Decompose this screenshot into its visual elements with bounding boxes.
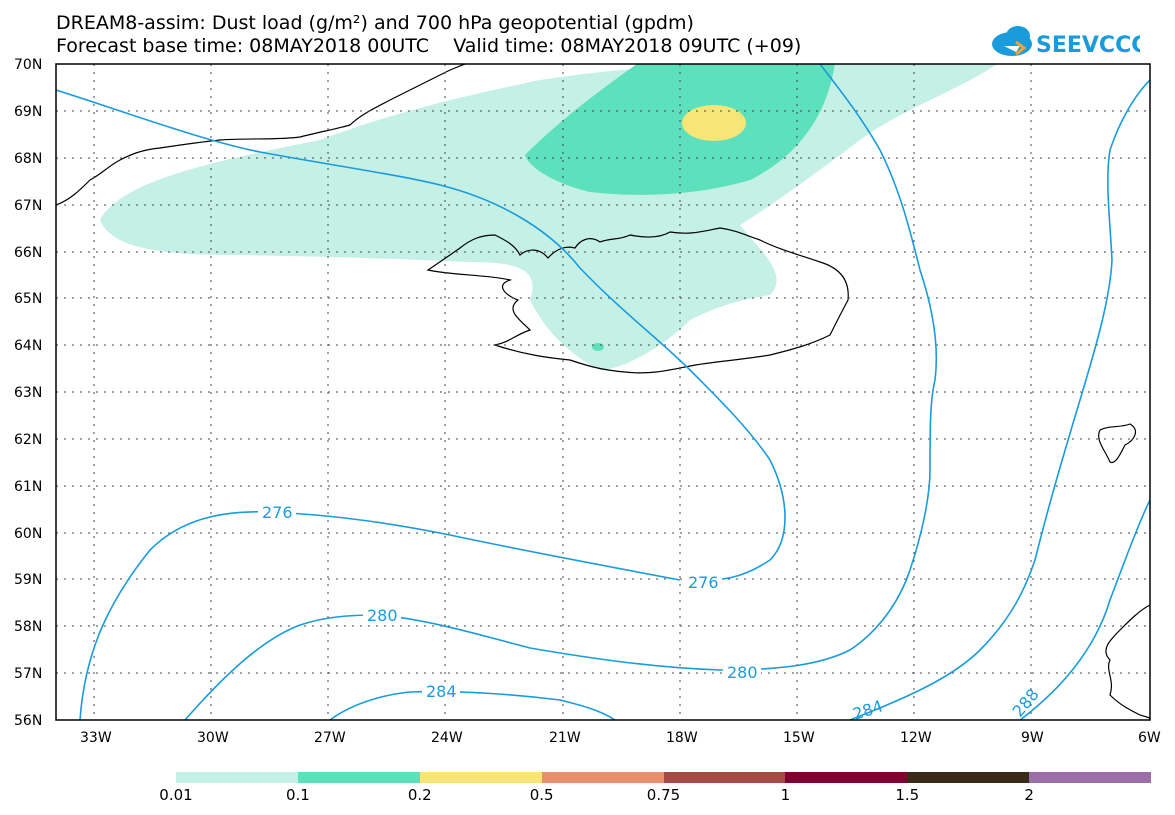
colorbar-segment [785,772,908,783]
colorbar-segment [541,772,664,783]
lat-label: 60N [14,526,42,542]
longitude-labels: 33W 30W 27W 24W 21W 18W 15W 12W 9W 6W [80,730,1161,746]
lon-label: 27W [314,730,346,746]
colorbar-label: 2 [1024,786,1034,804]
faroe-coastline [1098,423,1137,464]
lon-label: 9W [1021,730,1044,746]
lat-label: 61N [14,479,42,495]
colorbar-segment [663,772,786,783]
contour-label: 288 [1009,685,1043,721]
greenland-coastline [56,64,467,206]
lat-label: 67N [14,198,42,214]
contour-label: 276 [262,503,293,522]
colorbar-label: 1.5 [895,786,920,804]
colorbar-segment [419,772,542,783]
dust-area-0.2 [682,105,746,141]
colorbar-label: 0.5 [529,786,554,804]
lon-label: 21W [549,730,581,746]
contour-line-272 [56,89,786,581]
contour-label: 284 [426,682,457,701]
colorbar-label: 0.01 [159,786,193,804]
contour-line-288 [1019,499,1150,720]
lat-label: 57N [14,666,42,682]
lat-label: 66N [14,245,42,261]
colorbar-label: 0.1 [285,786,310,804]
lat-label: 69N [14,104,42,120]
logo-text: SEEVCCC [1036,33,1140,58]
contour-label: 280 [367,606,398,625]
lon-label: 33W [80,730,112,746]
lat-label: 70N [14,57,42,73]
map-frame [55,63,1151,721]
latitude-labels: 70N 69N 68N 67N 66N 65N 64N 63N 62N 61N … [14,57,42,729]
iceland-coastline [426,227,849,374]
lat-label: 63N [14,385,42,401]
colorbar-segment [176,772,298,783]
lon-label: 24W [431,730,463,746]
lat-label: 64N [14,338,42,354]
dust-area-0.01 [100,64,997,370]
contour-line-284 [329,690,616,720]
lon-label: 30W [197,730,229,746]
contour-line-284b [849,79,1150,720]
contour-label: 284 [850,696,885,724]
scotland-coastline [1105,604,1150,719]
contour-label: 276 [688,573,719,592]
lat-label: 68N [14,151,42,167]
lon-label: 6W [1138,730,1161,746]
seevccc-logo: SEEVCCC [992,26,1140,58]
lat-label: 58N [14,619,42,635]
lat-label: 56N [14,713,42,729]
colorbar-segment [297,772,420,783]
map-title: DREAM8-assim: Dust load (g/m²) and 700 h… [56,12,694,34]
contour-label: 280 [727,663,758,682]
colorbar-label: 0.75 [646,786,681,804]
lon-label: 15W [783,730,815,746]
map-subtitle: Forecast base time: 08MAY2018 00UTC Vali… [56,35,802,57]
lon-label: 18W [666,730,698,746]
dust-area-0.1-small [592,343,604,351]
colorbar [176,772,1151,783]
colorbar-label: 1 [780,786,791,804]
colorbar-label: 0.2 [407,786,432,804]
lon-label: 12W [900,730,932,746]
contour-labels: 276 276 280 280 284 284 288 [258,502,1043,724]
cloud-icon [992,26,1032,56]
graticule [56,64,1150,720]
lat-label: 65N [14,291,42,307]
colorbar-segment [1029,772,1151,783]
lat-label: 59N [14,572,42,588]
colorbar-segment [907,772,1030,783]
lat-label: 62N [14,432,42,448]
